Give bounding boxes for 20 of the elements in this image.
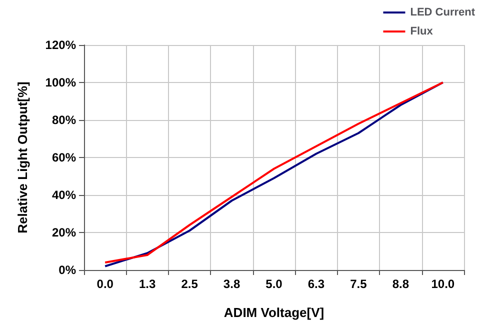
y-tick-label: 20% (52, 226, 76, 240)
x-axis-title: ADIM Voltage[V] (224, 305, 324, 320)
x-tick-label: 8.8 (392, 277, 410, 291)
x-tick-label: 2.5 (181, 277, 198, 291)
x-tick-label: 6.3 (308, 277, 325, 291)
x-tick-label: 0.0 (96, 277, 114, 291)
y-tick-label: 40% (52, 188, 76, 202)
y-tick-label: 80% (52, 113, 76, 127)
y-tick-label: 120% (45, 38, 76, 52)
y-tick-label: 60% (52, 150, 76, 164)
x-tick-label: 3.8 (223, 277, 240, 291)
y-tick-label: 0% (58, 263, 76, 277)
x-tick-label: 5.0 (266, 277, 283, 291)
x-tick-label: 7.5 (350, 277, 368, 291)
y-axis-title: Relative Light Output[%] (15, 82, 30, 234)
y-tick-label: 100% (45, 76, 76, 90)
x-tick-label: 1.3 (138, 277, 156, 291)
legend-label: Flux (410, 26, 434, 38)
legend-label: LED Current (410, 6, 476, 18)
x-tick-label: 10.0 (431, 277, 455, 291)
